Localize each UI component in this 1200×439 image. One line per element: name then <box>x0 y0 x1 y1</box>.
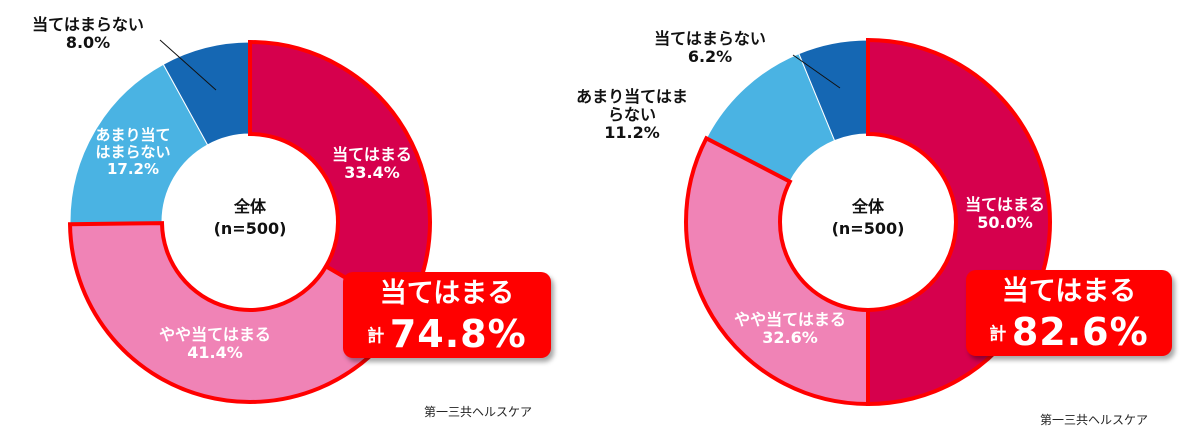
slice-label-1-3: あまり当てはまらない 17.2% <box>95 126 170 178</box>
slice-outline-1-2 <box>67 221 409 404</box>
callout-right: 当てはまる 計 82.6% <box>966 270 1172 356</box>
callout-left-prefix: 計 <box>367 326 385 347</box>
callout-right-prefix: 計 <box>989 324 1007 345</box>
slice-outline-2-1 <box>866 37 1052 407</box>
slice-label-2-2: やや当てはまる 32.6% <box>734 310 846 347</box>
leader-line-1-4 <box>159 39 217 91</box>
center-label-2: 全体(n=500) <box>832 197 905 238</box>
slice-2-2 <box>685 137 869 405</box>
slice-outline-2-2 <box>684 135 870 407</box>
source-credit-left: 第一三共ヘルスケア <box>424 405 533 419</box>
slice-1-3 <box>69 63 209 225</box>
callout-left-value: 74.8% <box>389 312 527 356</box>
center-label-1: 全体(n=500) <box>214 197 287 238</box>
slice-label-1-2: やや当てはまる 41.4% <box>159 325 271 362</box>
leader-line-2-4 <box>792 54 841 89</box>
slice-label-1-1: 当てはまる 33.4% <box>332 145 412 182</box>
source-credit-right: 第一三共ヘルスケア <box>1040 413 1149 427</box>
slice-label-2-1: 当てはまる 50.0% <box>965 195 1045 232</box>
slice-label-2-4: 当てはまらない 6.2% <box>654 29 766 66</box>
donut-chart-1: 当てはまる 33.4% やや当てはまる 41.4% あまり当てはまらない 17.2% 当ては… <box>32 15 432 404</box>
callout-right-title: 当てはまる <box>1001 276 1137 307</box>
callout-right-value: 82.6% <box>1011 310 1149 354</box>
slice-label-1-4: 当てはまらない 8.0% <box>32 15 144 52</box>
callout-left-title: 当てはまる <box>379 278 515 309</box>
donut-chart-2: 当てはまる 50.0% やや当てはまる 32.6% あまり当てはまらない 11.2% 当ては… <box>576 29 1052 407</box>
slice-label-2-3: あまり当てはまらない 11.2% <box>576 87 688 142</box>
callout-left: 当てはまる 計 74.8% <box>343 272 551 358</box>
